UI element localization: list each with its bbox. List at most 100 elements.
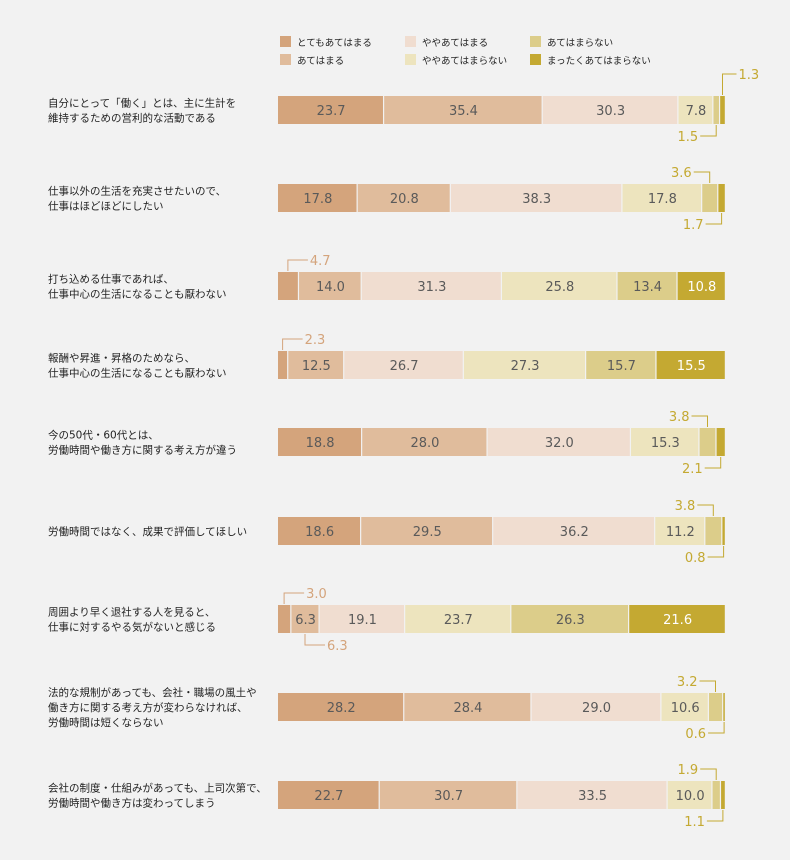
data-label-3-3: 27.3 bbox=[511, 359, 540, 374]
bars bbox=[278, 96, 725, 809]
bar-segment-8-2 bbox=[517, 781, 667, 809]
data-label-8-2: 33.5 bbox=[578, 789, 607, 804]
category-label-0-1: 維持するための営利的な活動である bbox=[48, 112, 216, 125]
callout-label-13: 0.6 bbox=[685, 727, 706, 742]
category-label-8-1: 労働時間や働き方は変わってしまう bbox=[48, 797, 215, 810]
data-labels: 23.7 35.4 30.3 7.8 17.8 20.8 38.3 17.8 14.0 31.3 2… bbox=[295, 104, 716, 804]
category-label-3-0: 報酬や昇進・昇格のためなら、 bbox=[48, 352, 195, 365]
callout-line-4 bbox=[287, 259, 308, 271]
callout-label-2: 3.6 bbox=[671, 166, 692, 181]
bar-segment-7-3 bbox=[661, 693, 708, 721]
data-label-4-3: 15.3 bbox=[651, 436, 680, 451]
bar-segment-1-5 bbox=[718, 184, 725, 212]
category-label-2-0: 打ち込める仕事であれば、 bbox=[48, 273, 174, 286]
data-label-5-1: 29.5 bbox=[413, 525, 442, 540]
bar-segment-1-1 bbox=[357, 184, 450, 212]
data-label-2-5: 10.8 bbox=[687, 280, 716, 295]
callout-line-2 bbox=[693, 171, 711, 183]
bar-segment-5-0 bbox=[278, 517, 361, 545]
data-label-3-1: 12.5 bbox=[302, 359, 331, 374]
bar-segment-1-2 bbox=[450, 184, 622, 212]
category-label-7-2: 労働時間は短くならない bbox=[48, 716, 164, 729]
category-label-3-1: 仕事中心の生活になることも厭わない bbox=[48, 367, 227, 380]
bar-segment-8-0 bbox=[278, 781, 379, 809]
callout-label-5: 2.3 bbox=[305, 333, 326, 348]
category-label-5-0: 労働時間ではなく、成果で評価してほしい bbox=[48, 525, 247, 538]
legend-swatch-4 bbox=[530, 36, 541, 47]
bar-segment-4-0 bbox=[278, 428, 362, 456]
data-label-0-3: 7.8 bbox=[686, 104, 707, 119]
callout-line-11 bbox=[304, 634, 325, 646]
callout-line-13 bbox=[708, 722, 725, 734]
callout-label-7: 2.1 bbox=[682, 462, 703, 477]
callout-line-5 bbox=[282, 338, 303, 350]
callout-label-14: 1.9 bbox=[678, 763, 699, 778]
data-label-1-1: 20.8 bbox=[390, 192, 419, 207]
bar-segment-0-2 bbox=[542, 96, 678, 124]
bar-segment-4-5 bbox=[716, 428, 725, 456]
bar-segment-7-5 bbox=[723, 693, 725, 721]
legend-label-3: ややあてはまらない bbox=[422, 56, 507, 67]
category-label-4-1: 労働時間や働き方に関する考え方が違う bbox=[48, 444, 237, 457]
callout-label-1: 1.5 bbox=[678, 130, 699, 145]
category-label-7-0: 法的な規制があっても、会社・職場の風土や bbox=[48, 686, 257, 699]
callout-label-0: 1.3 bbox=[739, 68, 760, 83]
legend-swatch-3 bbox=[405, 54, 416, 65]
data-label-8-3: 10.0 bbox=[676, 789, 705, 804]
bar-segment-5-4 bbox=[705, 517, 722, 545]
data-label-0-2: 30.3 bbox=[596, 104, 625, 119]
callout-label-9: 0.8 bbox=[685, 551, 706, 566]
bar-segment-3-1 bbox=[288, 351, 344, 379]
bar-segment-5-1 bbox=[361, 517, 493, 545]
bar-segment-2-3 bbox=[502, 272, 617, 300]
bar-segment-0-5 bbox=[720, 96, 725, 124]
legend-label-5: まったくあてはまらない bbox=[547, 56, 651, 67]
bar-segment-6-3 bbox=[405, 605, 511, 633]
callout-line-7 bbox=[704, 457, 722, 469]
data-label-4-0: 18.8 bbox=[306, 436, 335, 451]
data-label-7-0: 28.2 bbox=[327, 701, 356, 716]
data-label-5-3: 11.2 bbox=[666, 525, 695, 540]
category-label-8-0: 会社の制度・仕組みがあっても、上司次第で、 bbox=[48, 782, 267, 795]
category-label-1-0: 仕事以外の生活を充実させたいので、 bbox=[48, 185, 226, 198]
bar-segment-4-4 bbox=[699, 428, 716, 456]
data-label-1-3: 17.8 bbox=[648, 192, 677, 207]
data-label-6-2: 19.1 bbox=[348, 613, 377, 628]
bar-segment-1-3 bbox=[622, 184, 702, 212]
bar-segment-5-2 bbox=[493, 517, 655, 545]
data-label-3-5: 15.5 bbox=[677, 359, 706, 374]
data-label-2-4: 13.4 bbox=[633, 280, 662, 295]
data-label-4-1: 28.0 bbox=[410, 436, 439, 451]
bar-segment-5-3 bbox=[655, 517, 705, 545]
callout-label-12: 3.2 bbox=[677, 675, 698, 690]
bar-segment-6-1 bbox=[291, 605, 319, 633]
bar-segment-4-2 bbox=[487, 428, 630, 456]
callouts: 1.3 1.5 3.6 1.7 4.7 2.3 3.8 2.1 3.8 0.8 3.0 6.3 3.2 0… bbox=[282, 68, 760, 830]
bar-segment-4-1 bbox=[362, 428, 487, 456]
bar-segment-7-1 bbox=[404, 693, 531, 721]
callout-line-8 bbox=[697, 504, 714, 516]
bar-segment-7-2 bbox=[531, 693, 661, 721]
bar-segment-0-1 bbox=[384, 96, 542, 124]
data-label-8-1: 30.7 bbox=[434, 789, 463, 804]
callout-line-6 bbox=[691, 415, 708, 427]
legend-label-0: とてもあてはまる bbox=[297, 38, 372, 49]
data-label-7-2: 29.0 bbox=[582, 701, 611, 716]
data-label-7-3: 10.6 bbox=[671, 701, 700, 716]
data-label-2-1: 14.0 bbox=[316, 280, 345, 295]
data-label-6-4: 26.3 bbox=[556, 613, 585, 628]
callout-line-14 bbox=[700, 768, 717, 780]
bar-segment-2-0 bbox=[278, 272, 298, 300]
callout-line-3 bbox=[705, 213, 723, 225]
bar-segment-8-5 bbox=[721, 781, 725, 809]
category-label-2-1: 仕事中心の生活になることも厭わない bbox=[48, 288, 227, 301]
bar-segment-4-3 bbox=[631, 428, 699, 456]
data-label-1-0: 17.8 bbox=[303, 192, 332, 207]
data-label-3-2: 26.7 bbox=[390, 359, 419, 374]
legend-swatch-2 bbox=[405, 36, 416, 47]
bar-segment-1-0 bbox=[278, 184, 357, 212]
data-label-0-1: 35.4 bbox=[449, 104, 478, 119]
callout-line-0 bbox=[722, 73, 737, 95]
